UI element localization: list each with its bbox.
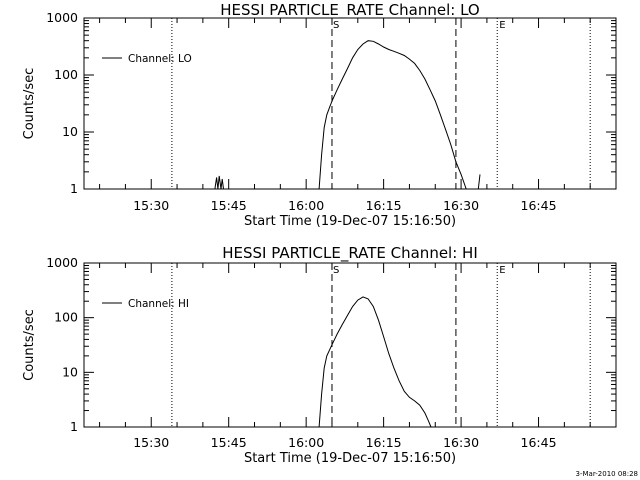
x-tick-label: 15:45 bbox=[211, 435, 247, 450]
x-tick-label: 16:30 bbox=[443, 198, 479, 213]
x-axis-label: Start Time (19-Dec-07 15:16:50) bbox=[244, 214, 456, 229]
y-axis-label: Counts/sec bbox=[22, 309, 37, 381]
y-tick-label: 1 bbox=[70, 419, 78, 434]
legend-label: Channel: HI bbox=[128, 298, 189, 310]
x-tick-label: 15:30 bbox=[133, 435, 169, 450]
x-tick-label: 16:15 bbox=[366, 198, 402, 213]
x-tick-label: 16:45 bbox=[521, 198, 557, 213]
panel-lo: HESSI PARTICLE_RATE Channel: LO 1 10 100 100… bbox=[22, 1, 617, 229]
y-tick-label: 100 bbox=[54, 67, 78, 82]
plot-frame bbox=[83, 17, 617, 190]
x-tick-label: 16:30 bbox=[443, 435, 479, 450]
x-tick-label: 15:45 bbox=[211, 198, 247, 213]
x-tick-label: 16:00 bbox=[288, 435, 324, 450]
series-line bbox=[318, 296, 432, 428]
x-tick-label: 15:30 bbox=[133, 198, 169, 213]
x-tick-label: 16:15 bbox=[366, 435, 402, 450]
y-tick-label: 1000 bbox=[46, 10, 78, 25]
y-tick-label: 10 bbox=[62, 124, 78, 139]
start-marker: S bbox=[333, 265, 339, 276]
y-tick-label: 10 bbox=[62, 364, 78, 379]
chart-title: HESSI PARTICLE_RATE Channel: HI bbox=[222, 244, 478, 263]
y-tick-label: 100 bbox=[54, 310, 78, 325]
footer-timestamp: 3-Mar-2010 08:28 bbox=[576, 470, 638, 478]
end-marker: E bbox=[499, 20, 505, 31]
panel-hi: HESSI PARTICLE_RATE Channel: HI 1 10 100 100… bbox=[22, 244, 617, 466]
x-tick-label: 16:45 bbox=[521, 435, 557, 450]
y-tick-label: 1000 bbox=[46, 255, 78, 270]
series-line bbox=[214, 175, 224, 190]
x-tick-label: 16:00 bbox=[288, 198, 324, 213]
end-marker: E bbox=[499, 265, 505, 276]
x-axis-label: Start Time (19-Dec-07 15:16:50) bbox=[244, 451, 456, 466]
start-marker: S bbox=[333, 20, 339, 31]
chart-title: HESSI PARTICLE_RATE Channel: LO bbox=[220, 1, 479, 20]
y-tick-label: 1 bbox=[70, 181, 78, 196]
y-axis-label: Counts/sec bbox=[22, 68, 37, 140]
plot-frame bbox=[83, 262, 617, 428]
legend-label: Channel: LO bbox=[128, 53, 192, 65]
series-line bbox=[318, 40, 481, 190]
